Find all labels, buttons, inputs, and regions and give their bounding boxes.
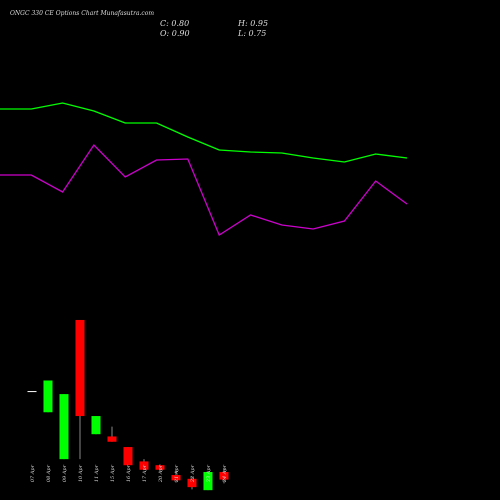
x-tick-label: 16 Apr <box>126 464 132 482</box>
candle-body <box>91 416 101 435</box>
x-tick-label: 17 Apr <box>142 464 148 482</box>
indicator-line <box>0 143 408 236</box>
x-tick-label: 21 Apr <box>174 464 180 483</box>
x-tick-label: 08 Apr <box>46 464 52 482</box>
chart-title: ONGC 330 CE Options Chart Munafasutra.co… <box>10 10 154 17</box>
ohlc-high: H: 0.95 <box>237 19 268 28</box>
x-tick-label: 11 Apr <box>94 464 100 482</box>
candle-body <box>59 394 69 460</box>
x-tick-label: 20 Apr <box>158 464 164 483</box>
candle-body <box>123 447 133 466</box>
candle-body <box>155 465 165 470</box>
candle-body <box>139 461 149 470</box>
candle-body <box>107 436 117 442</box>
x-tick-label: 09 Apr <box>62 464 68 482</box>
x-tick-label: 15 Apr <box>110 464 116 482</box>
candle-body <box>43 380 53 413</box>
x-tick-label: 23 Apr <box>206 464 212 483</box>
x-tick-label: 07 Apr <box>30 464 36 482</box>
x-tick-label: 22 Apr <box>190 464 196 483</box>
ohlc-open: O: 0.90 <box>160 29 190 38</box>
candle-body <box>75 319 85 417</box>
x-tick-label: 10 Apr <box>78 464 84 482</box>
candle-body <box>171 475 181 481</box>
candle-body <box>203 472 213 491</box>
ohlc-close: C: 0.80 <box>160 19 189 28</box>
x-tick-label: 24 Apr <box>222 464 228 483</box>
ohlc-low: L: 0.75 <box>237 29 266 38</box>
candle-body <box>187 478 197 488</box>
candle-body <box>27 391 37 393</box>
candle-body <box>219 472 229 480</box>
indicator-line <box>0 102 408 163</box>
